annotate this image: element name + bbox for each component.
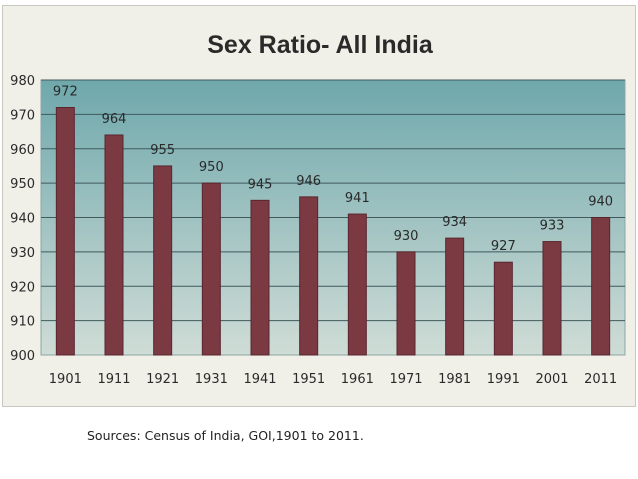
bar-1931 <box>201 182 221 356</box>
bars <box>55 107 611 356</box>
data-label-1901: 972 <box>53 85 78 100</box>
bar-1901 <box>55 107 75 356</box>
y-axis-ticks: 900 910 920 930 940 950 960 970 980 <box>10 74 35 364</box>
y-tick-label: 910 <box>10 315 35 330</box>
bar-1991 <box>493 261 513 356</box>
x-tick-label-1961: 1961 <box>341 372 374 387</box>
data-label-1951: 946 <box>296 174 321 189</box>
data-label-1971: 930 <box>394 229 419 244</box>
x-tick-label-2011: 2011 <box>584 372 617 387</box>
x-tick-label-1931: 1931 <box>195 372 228 387</box>
data-label-2001: 933 <box>540 219 565 234</box>
bar-2001 <box>542 241 562 356</box>
data-label-1991: 927 <box>491 239 516 254</box>
data-label-2011: 940 <box>588 195 613 210</box>
x-axis-ticks: 1901 1911 1921 1931 1941 1951 1961 1971 1981 1991… <box>49 372 617 387</box>
x-tick-label-1941: 1941 <box>243 372 276 387</box>
x-tick-label-1921: 1921 <box>146 372 179 387</box>
y-tick-label: 930 <box>10 246 35 261</box>
data-label-1941: 945 <box>248 177 273 192</box>
bar-1981 <box>445 237 465 356</box>
bar-1951 <box>299 196 319 356</box>
grid-lines <box>41 79 625 322</box>
x-tick-label-1911: 1911 <box>97 372 130 387</box>
y-tick-label: 950 <box>10 177 35 192</box>
x-tick-label-1971: 1971 <box>389 372 422 387</box>
y-tick-label: 970 <box>10 108 35 123</box>
x-tick-label-1951: 1951 <box>292 372 325 387</box>
chart-title: Sex Ratio- All India <box>207 31 434 59</box>
data-label-1931: 950 <box>199 160 224 175</box>
data-label-1961: 941 <box>345 191 370 206</box>
bar-1941 <box>250 199 270 356</box>
y-tick-label: 940 <box>10 212 35 227</box>
source-note: Sources: Census of India, GOI,1901 to 20… <box>87 428 364 443</box>
y-tick-label: 980 <box>10 74 35 89</box>
y-tick-label: 960 <box>10 143 35 158</box>
data-label-1911: 964 <box>102 112 127 127</box>
x-tick-label-1981: 1981 <box>438 372 471 387</box>
x-tick-label-2001: 2001 <box>535 372 568 387</box>
bar-2011 <box>591 217 611 356</box>
data-labels: 972 964 955 950 945 946 941 930 934 927 933 940 <box>53 85 613 255</box>
x-tick-label-1901: 1901 <box>49 372 82 387</box>
bar-1921 <box>153 165 173 356</box>
y-tick-label: 920 <box>10 280 35 295</box>
data-label-1981: 934 <box>442 215 467 230</box>
bar-1961 <box>347 213 367 356</box>
chart-frame: Sex Ratio- All India 900 910 920 930 940 950 9… <box>2 5 636 407</box>
y-tick-label: 900 <box>10 349 35 364</box>
data-label-1921: 955 <box>150 143 175 158</box>
x-tick-label-1991: 1991 <box>487 372 520 387</box>
sex-ratio-chart: Sex Ratio- All India 9009109209309409509… <box>10 31 626 387</box>
bar-1971 <box>396 251 416 356</box>
bar-1911 <box>104 134 124 356</box>
